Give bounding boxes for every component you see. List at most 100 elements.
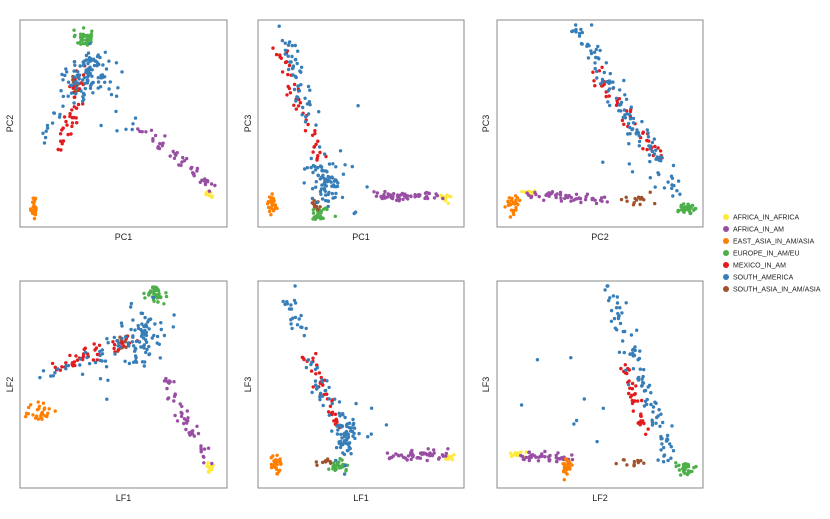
data-point [270,201,275,206]
data-point [637,139,642,144]
data-point [630,401,635,406]
data-point [172,313,176,317]
data-point [326,410,331,414]
data-point [96,76,101,80]
data-point [681,205,685,210]
y-axis-label: LF2 [5,377,15,393]
data-point [27,405,31,410]
data-point [122,344,126,348]
data-point [543,449,547,454]
data-point [186,416,190,420]
data-point [445,194,449,198]
data-point [337,440,341,444]
data-point [144,350,148,355]
data-point [518,198,522,203]
data-point [161,141,165,145]
data-point [123,335,128,339]
data-point [311,208,315,212]
data-point [202,447,207,451]
data-point [630,381,635,386]
data-point [153,322,157,326]
data-point [316,207,320,212]
data-point [582,397,586,401]
data-point [289,303,293,307]
data-point [670,424,674,428]
data-point [508,215,513,219]
data-point [326,174,330,179]
data-point [403,192,407,196]
data-point [652,152,657,156]
data-point [299,325,303,329]
data-point [287,307,292,311]
data-point [74,116,78,120]
data-point [181,155,185,160]
data-point [625,199,629,203]
y-axis-label: PC2 [5,115,15,133]
data-point [185,421,189,425]
panel-lf2-lf3: LF2 LF3 [481,280,704,503]
data-point [348,446,352,451]
data-point [310,187,315,191]
data-point [327,190,331,195]
legend-item: MEXICO_IN_AM [723,262,786,270]
data-point [290,326,294,331]
data-point [89,37,93,41]
data-point [315,385,320,390]
data-point [288,91,293,95]
data-point [409,457,413,462]
data-point [326,457,330,461]
data-point [411,455,415,459]
data-point [33,206,37,210]
data-point [66,80,71,84]
data-point [126,341,130,345]
data-point [605,200,609,204]
data-point [292,82,297,87]
data-point [289,322,293,326]
data-point [147,344,151,349]
data-point [640,383,644,388]
data-point [290,43,294,48]
data-point [602,195,607,199]
data-point [147,352,151,357]
data-point [83,346,88,350]
data-point [638,197,642,201]
data-point [317,110,321,114]
data-point [70,108,74,112]
data-point [325,207,329,212]
data-point [441,196,445,201]
data-point [81,26,86,30]
data-point [79,81,83,85]
data-point [308,103,312,107]
data-point [340,436,344,440]
data-point [33,416,38,420]
data-point [624,368,628,372]
data-point [309,165,313,170]
data-point [131,334,135,338]
data-point [163,134,167,138]
legend-item: EUROPE_IN_AM/EU [723,250,800,258]
data-point [296,84,300,89]
data-point [661,420,665,425]
data-point [437,457,441,461]
data-point [514,201,518,205]
data-point [396,453,400,457]
data-point [91,80,95,85]
data-point [648,176,652,180]
data-point [98,358,103,363]
data-point [184,418,188,422]
data-point [677,468,682,472]
data-point [668,442,672,446]
data-point [93,348,97,352]
data-point [142,291,146,296]
data-point [515,453,519,458]
panel-pc2-pc3: PC2 PC3 [481,19,704,242]
data-point [633,348,637,353]
data-point [345,430,349,434]
data-point [340,195,345,200]
data-point [66,94,70,98]
data-point [319,192,323,196]
data-point [330,175,334,179]
data-point [293,315,298,320]
data-point [670,186,674,191]
data-point [595,439,599,444]
